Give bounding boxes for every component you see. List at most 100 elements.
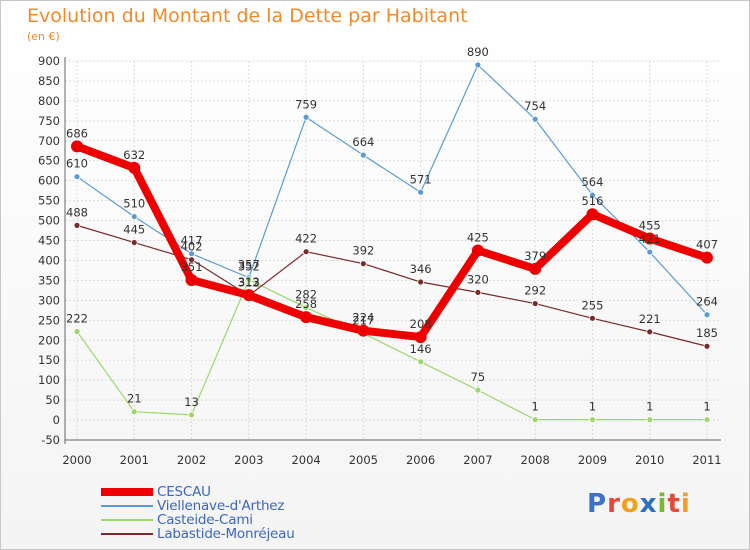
legend-label: Casteide-Cami: [157, 512, 253, 528]
data-point: [414, 331, 427, 344]
data-point: [300, 311, 313, 324]
data-label: 455: [639, 219, 661, 233]
data-label: 1: [703, 400, 710, 414]
data-label: 208: [410, 317, 432, 331]
legend-swatch: [101, 533, 153, 535]
data-point: [417, 278, 425, 286]
data-point: [128, 161, 141, 174]
y-tick-label: 50: [45, 393, 60, 407]
logo-letter: i: [680, 489, 691, 519]
data-point: [529, 262, 542, 275]
data-point: [646, 248, 654, 256]
logo-letter: x: [639, 489, 658, 519]
x-tick-label: 2009: [578, 453, 607, 467]
data-point: [703, 342, 711, 350]
y-tick-label: 600: [38, 174, 60, 188]
data-label: 224: [352, 311, 374, 325]
data-label: 686: [66, 126, 88, 140]
data-label: 564: [581, 175, 603, 189]
data-label: 571: [410, 172, 432, 186]
data-label: 422: [295, 232, 317, 246]
data-point: [188, 411, 195, 419]
data-label: 21: [127, 392, 142, 406]
series-line: [76, 279, 708, 421]
data-point: [302, 304, 310, 311]
data-label: 258: [295, 297, 317, 311]
axes: -50 0 50 100 150 200 250 300 350 400 450 500 550 600 6…: [38, 54, 722, 467]
y-tick-label: 0: [53, 413, 60, 427]
legend-label: Labastide-Monréjeau: [157, 526, 295, 542]
data-label: 610: [66, 157, 88, 171]
x-tick-label: 2010: [635, 453, 664, 467]
data-label: 1: [589, 400, 596, 414]
data-point: [130, 213, 138, 220]
data-label: 392: [352, 244, 374, 258]
data-point: [531, 300, 539, 307]
data-label: 445: [123, 223, 145, 237]
chart-title: Evolution du Montant de la Dette par Hab…: [27, 5, 468, 27]
data-point: [531, 416, 539, 424]
y-tick-label: 750: [38, 114, 60, 128]
data-label: 425: [467, 231, 489, 245]
data-point: [646, 416, 654, 424]
data-label: 313: [238, 275, 260, 289]
data-point: [701, 251, 713, 264]
x-tick-label: 2008: [521, 453, 550, 467]
data-point: [643, 232, 656, 245]
data-point: [474, 288, 482, 296]
data-label: 1: [646, 400, 653, 414]
data-label: 357: [238, 258, 260, 272]
data-point: [586, 208, 599, 221]
x-tick-label: 2002: [177, 453, 206, 467]
logo-letter: t: [667, 489, 681, 519]
data-label: 320: [467, 272, 489, 286]
data-point: [73, 221, 81, 229]
y-tick-label: 500: [38, 214, 60, 228]
data-label: 217: [352, 313, 374, 327]
data-label: 407: [696, 238, 718, 252]
data-point: [302, 113, 310, 121]
data-point: [357, 324, 370, 337]
data-point: [474, 386, 482, 394]
data-point: [589, 416, 596, 424]
series-line: [73, 142, 711, 342]
y-tick-label: 300: [38, 293, 60, 307]
x-tick-label: 2011: [692, 453, 721, 467]
data-label: 664: [352, 135, 374, 149]
data-point: [73, 328, 81, 335]
x-tick-label: 2005: [349, 453, 378, 467]
data-labels: 610 510 417 357 759 664 571 890 754 564 421 264 222 2…: [66, 45, 718, 414]
data-label: 312: [238, 276, 260, 290]
data-point: [185, 274, 198, 287]
logo-letter: P: [587, 489, 608, 519]
y-tick-label: 200: [38, 333, 60, 347]
data-point: [242, 289, 255, 302]
grid: [65, 60, 721, 441]
data-point: [359, 260, 367, 268]
data-label: 352: [238, 260, 260, 274]
y-tick-label: 900: [38, 54, 60, 68]
data-point: [589, 314, 596, 322]
data-label: 417: [181, 234, 203, 248]
x-tick-label: 2000: [62, 453, 91, 467]
y-tick-label: 550: [38, 194, 60, 208]
data-label: 75: [471, 370, 486, 384]
data-label: 221: [639, 312, 661, 326]
data-point: [417, 188, 425, 196]
data-label: 754: [524, 99, 546, 113]
series-layer: [71, 61, 713, 424]
data-label: 379: [524, 249, 546, 263]
y-tick-label: 400: [38, 253, 60, 267]
data-point: [703, 311, 711, 319]
data-label: 292: [524, 284, 546, 298]
data-point: [474, 61, 482, 69]
data-label: 222: [66, 311, 88, 325]
data-point: [646, 328, 654, 336]
x-tick-label: 2004: [291, 453, 320, 467]
data-label: 13: [184, 395, 199, 409]
data-point: [71, 140, 83, 153]
data-label: 488: [66, 205, 88, 219]
data-label: 402: [181, 240, 203, 254]
